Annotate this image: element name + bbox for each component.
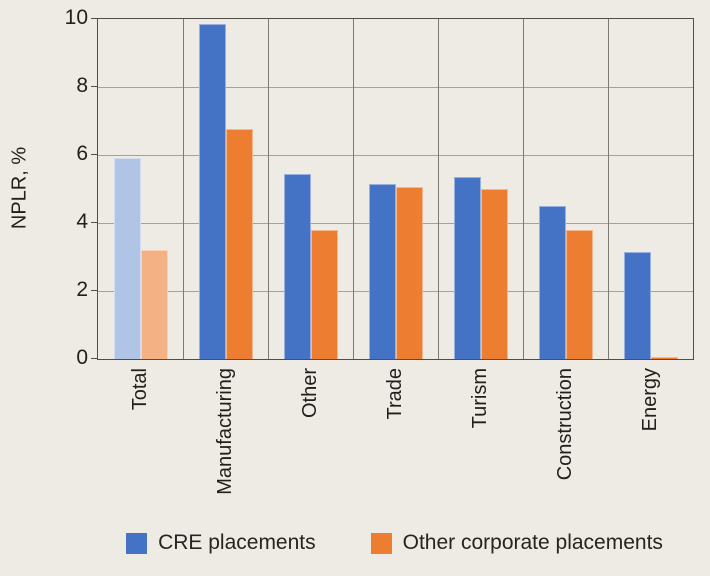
gridline (98, 86, 693, 88)
y-tick-mark (91, 18, 97, 19)
y-tick-mark (91, 222, 97, 223)
legend: CRE placements Other corporate placement… (97, 531, 692, 555)
x-tick-label-total: Total (128, 368, 151, 411)
bar-total-cre (114, 158, 141, 359)
x-tick-label-turism: Turism (468, 368, 491, 429)
bar-energy-cre (624, 252, 651, 359)
legend-item-cre-placements: CRE placements (126, 531, 316, 555)
bar-total-other (141, 250, 168, 359)
category-separator (522, 19, 524, 359)
y-tick-mark (91, 358, 97, 359)
bar-trade-other (396, 187, 423, 359)
bar-energy-other (651, 357, 678, 359)
x-tick-label-manufacturing: Manufacturing (213, 368, 236, 495)
y-tick-label: 10 (64, 6, 88, 29)
y-tick-label: 0 (76, 346, 88, 369)
y-tick-mark (91, 290, 97, 291)
category-separator (267, 19, 269, 359)
category-separator (607, 19, 609, 359)
category-separator (437, 19, 439, 359)
y-tick-label: 6 (76, 142, 88, 165)
bar-construction-other (566, 230, 593, 359)
y-tick-mark (91, 154, 97, 155)
x-tick-label-energy: Energy (638, 368, 661, 432)
plot-area (97, 18, 694, 360)
cre-placements-swatch (126, 532, 148, 554)
y-axis-title: NPLR, % (8, 146, 31, 230)
y-tick-label: 8 (76, 74, 88, 97)
legend-label-other-corporate-placements: Other corporate placements (402, 531, 663, 554)
bar-construction-cre (539, 206, 566, 359)
legend-item-other-corporate-placements: Other corporate placements (370, 531, 663, 555)
other-corporate-placements-swatch (370, 532, 392, 554)
bar-trade-cre (369, 184, 396, 359)
bar-turism-other (481, 189, 508, 359)
x-tick-label-trade: Trade (383, 368, 406, 420)
bar-other-cre (284, 174, 311, 359)
legend-label-cre-placements: CRE placements (158, 531, 316, 554)
bar-other-other (311, 230, 338, 359)
category-separator (182, 19, 184, 359)
bar-turism-cre (454, 177, 481, 359)
y-tick-label: 2 (76, 278, 88, 301)
y-tick-mark (91, 86, 97, 87)
bar-manufacturing-other (226, 129, 253, 359)
category-separator (352, 19, 354, 359)
x-tick-label-other: Other (298, 368, 321, 419)
x-tick-label-construction: Construction (553, 368, 576, 481)
y-tick-label: 4 (76, 210, 88, 233)
bar-manufacturing-cre (199, 24, 226, 359)
gridline (98, 154, 693, 156)
